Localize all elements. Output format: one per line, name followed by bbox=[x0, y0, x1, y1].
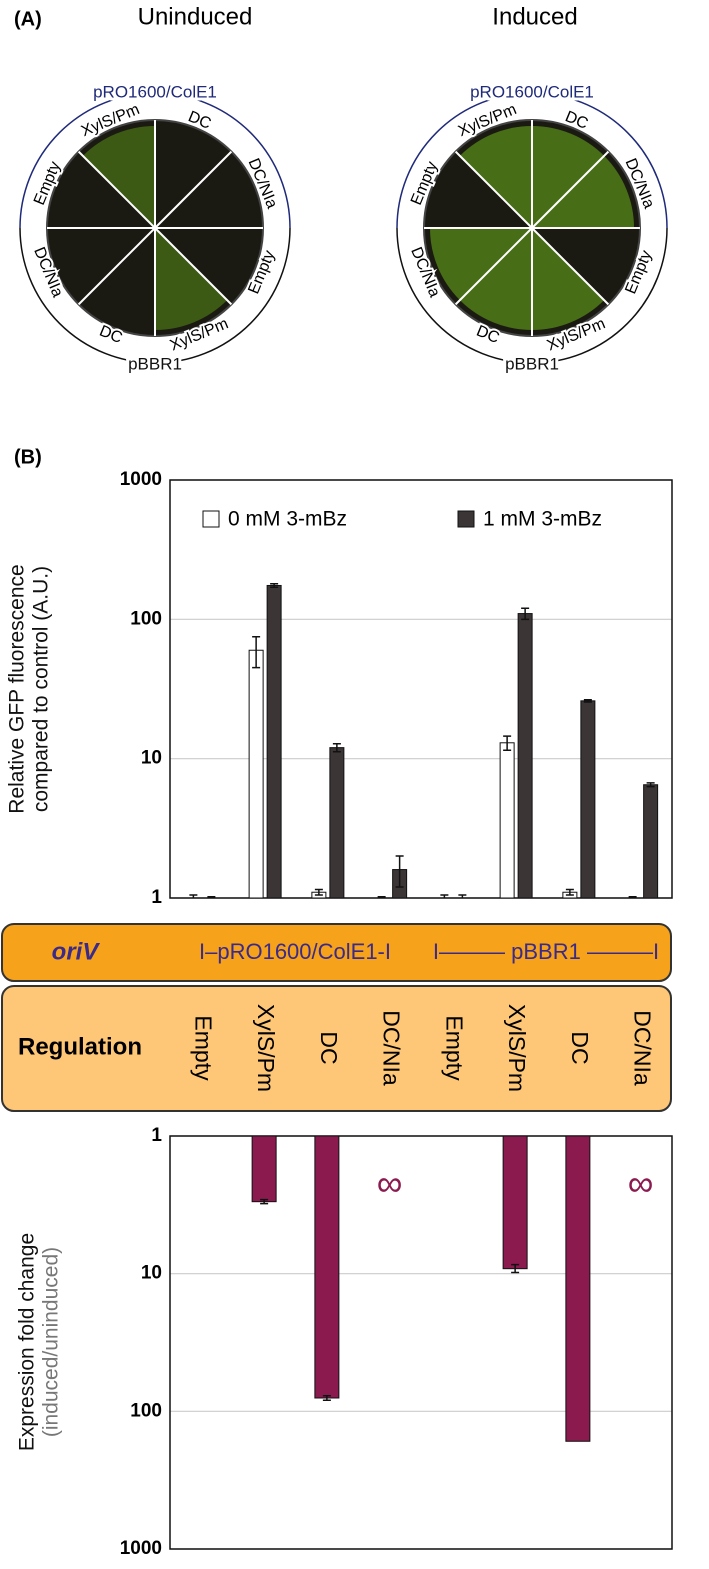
bar bbox=[580, 700, 596, 898]
y-axis-label: Expression fold change bbox=[16, 1233, 39, 1451]
regulation-label: Regulation bbox=[18, 1033, 142, 1060]
error-bar bbox=[252, 635, 261, 669]
colony-glow bbox=[532, 126, 605, 228]
bar bbox=[314, 1136, 340, 1399]
panel-label: (B) bbox=[14, 446, 42, 468]
regulation-category: DC/NIa bbox=[630, 1010, 656, 1086]
bar bbox=[329, 747, 345, 898]
y-tick-label: 1 bbox=[151, 1125, 162, 1146]
y-tick-label: 1000 bbox=[120, 1538, 162, 1559]
regulation-category: DC/NIa bbox=[379, 1010, 405, 1086]
sector-divider bbox=[454, 150, 533, 229]
sector-divider bbox=[531, 227, 610, 306]
regulation-category: Empty bbox=[441, 1015, 467, 1081]
plot-area bbox=[189, 583, 659, 898]
bar bbox=[248, 649, 264, 898]
colony-glow bbox=[155, 228, 228, 330]
sector-divider bbox=[77, 150, 156, 229]
bar bbox=[266, 584, 282, 898]
colony-glow bbox=[532, 155, 634, 228]
error-bar bbox=[458, 894, 467, 898]
plot-area bbox=[251, 1136, 591, 1442]
arc-label: pBBR1 bbox=[128, 354, 182, 373]
panel-label: (A) bbox=[14, 8, 42, 30]
regulation-category: XylS/Pm bbox=[253, 1004, 279, 1092]
colony-glow bbox=[459, 126, 532, 228]
y-axis-label: (induced/uninduced) bbox=[40, 1247, 63, 1437]
error-bar bbox=[646, 782, 655, 788]
sector-divider bbox=[454, 227, 533, 306]
error-bar bbox=[511, 1263, 520, 1274]
error-bar bbox=[314, 888, 323, 896]
error-bar bbox=[322, 1394, 331, 1401]
y-axis-label: compared to control (A.U.) bbox=[30, 566, 53, 812]
value-label: ∞ bbox=[628, 1163, 654, 1204]
error-bar bbox=[565, 888, 574, 896]
error-bar bbox=[207, 896, 216, 898]
error-bar bbox=[270, 583, 279, 588]
error-bar bbox=[440, 894, 449, 898]
arc-bottom bbox=[396, 227, 668, 364]
regulation-row bbox=[1, 985, 672, 1112]
arc-label: pRO1600/ColE1 bbox=[470, 82, 594, 101]
bar bbox=[565, 1136, 591, 1442]
y-tick-label: 1 bbox=[151, 887, 162, 908]
regulation-category: DC bbox=[567, 1031, 593, 1064]
y-tick-label: 1000 bbox=[120, 469, 162, 490]
error-bar bbox=[521, 607, 530, 621]
arc-top bbox=[396, 92, 668, 229]
bar bbox=[499, 742, 515, 898]
colony-glow bbox=[82, 126, 155, 228]
regulation-category: Empty bbox=[190, 1015, 216, 1081]
error-bar bbox=[332, 742, 341, 753]
bar bbox=[517, 613, 533, 898]
value-label: ∞ bbox=[377, 1163, 403, 1204]
error-bar bbox=[583, 698, 592, 703]
bar bbox=[251, 1136, 277, 1203]
colony-glow bbox=[532, 228, 605, 330]
oriv-label: oriV bbox=[52, 938, 101, 965]
error-bar bbox=[628, 896, 637, 898]
arc-label: pRO1600/ColE1 bbox=[93, 82, 217, 101]
bar bbox=[643, 784, 659, 898]
error-bar bbox=[189, 894, 198, 898]
sector-divider bbox=[77, 227, 156, 306]
plot-frame bbox=[169, 1135, 673, 1550]
plate-title: Uninduced bbox=[138, 3, 253, 30]
oriv-row bbox=[1, 923, 672, 982]
colony-glow bbox=[430, 228, 532, 301]
arc-top bbox=[19, 92, 291, 229]
legend-swatch bbox=[202, 510, 220, 528]
y-tick-label: 100 bbox=[130, 608, 162, 629]
sector-divider bbox=[154, 150, 233, 229]
y-tick-label: 10 bbox=[141, 1263, 162, 1284]
y-tick-label: 10 bbox=[141, 748, 162, 769]
error-bar bbox=[395, 855, 404, 888]
y-tick-label: 100 bbox=[130, 1400, 162, 1421]
legend-label: 1 mM 3-mBz bbox=[483, 508, 602, 531]
y-axis-label: Relative GFP fluorescence bbox=[6, 564, 29, 813]
bar bbox=[502, 1136, 528, 1270]
regulation-category: XylS/Pm bbox=[504, 1004, 530, 1092]
error-bar bbox=[377, 896, 386, 898]
plot-frame bbox=[169, 479, 673, 899]
oriv-group: I——— pBBR1 ———I bbox=[433, 939, 659, 964]
arc-bottom bbox=[19, 227, 291, 364]
legend-label: 0 mM 3-mBz bbox=[228, 508, 347, 531]
error-bar bbox=[503, 735, 512, 751]
sector-divider bbox=[531, 150, 610, 229]
legend-swatch bbox=[457, 510, 475, 528]
error-bar bbox=[260, 1198, 269, 1205]
regulation-category: DC bbox=[316, 1031, 342, 1064]
oriv-group: I–pRO1600/ColE1-I bbox=[199, 939, 391, 964]
sector-divider bbox=[154, 227, 233, 306]
colony-glow bbox=[459, 228, 532, 330]
arc-label: pBBR1 bbox=[505, 354, 559, 373]
plate-title: Induced bbox=[492, 3, 577, 30]
